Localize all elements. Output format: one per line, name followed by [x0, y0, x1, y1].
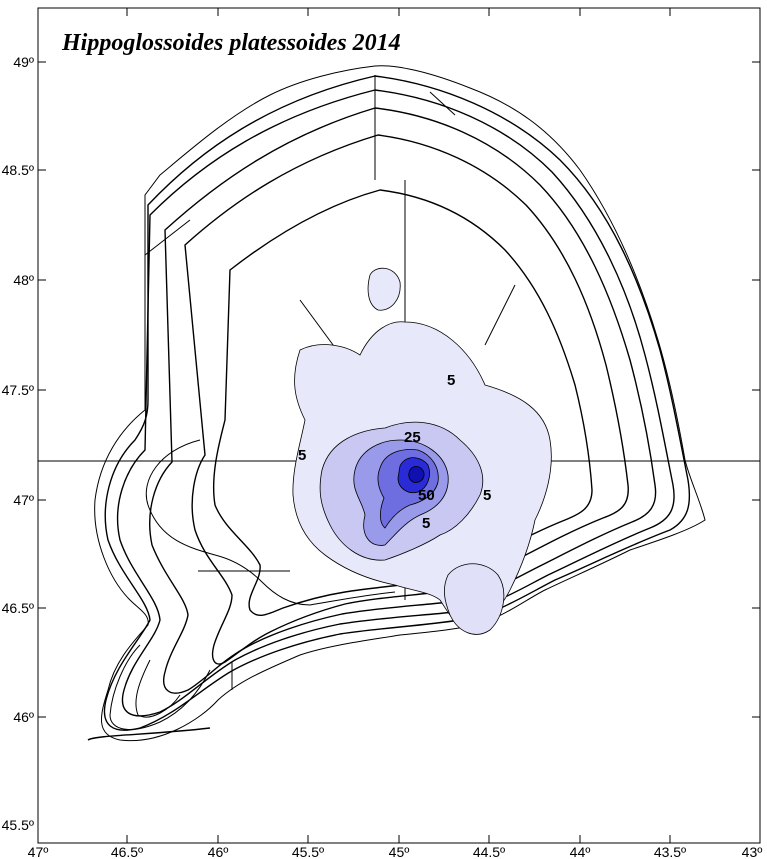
y-tick-label: 48.5º: [2, 162, 34, 178]
contour-label-5-east: 5: [483, 487, 491, 504]
density-shading: [292, 267, 552, 635]
contour-label-5-north: 5: [447, 372, 455, 389]
y-tick-label: 49º: [13, 54, 34, 70]
x-tick-label: 43.5º: [654, 844, 686, 859]
contour-label-50: 50: [418, 487, 435, 504]
x-tick-label: 43º: [742, 844, 763, 859]
isobath-sw-1: [109, 644, 211, 730]
x-tick-label: 45.5º: [292, 844, 324, 859]
x-axis-ticks: [126, 8, 671, 843]
y-tick-label: 47.5º: [2, 382, 34, 398]
y-tick-label: 47º: [13, 492, 34, 508]
y-tick-label: 48º: [13, 272, 34, 288]
contour-labels: 5 5 25 50 5 5: [298, 372, 491, 532]
x-tick-label: 46º: [208, 844, 229, 859]
isobath-4: [149, 107, 657, 694]
isobath-sw-3: [87, 727, 211, 741]
contour-label-5-west: 5: [298, 447, 306, 464]
isobath-7: [145, 439, 396, 606]
x-tick-label: 44.5º: [473, 844, 505, 859]
density-core: [408, 466, 425, 483]
density-level-1-b: [367, 267, 401, 311]
y-axis-labels: 49º 48.5º 48º 47.5º 47º 46.5º 46º 45.5º: [2, 54, 34, 833]
y-tick-label: 45.5º: [2, 817, 34, 833]
y-tick-label: 46º: [13, 709, 34, 725]
isobath-sw-2: [135, 659, 181, 718]
x-axis-labels: 47º 46.5º 46º 45.5º 45º 44.5º 44º 43.5º …: [28, 844, 763, 859]
x-tick-label: 46.5º: [111, 844, 143, 859]
y-tick-label: 46.5º: [2, 600, 34, 616]
contour-label-5-south: 5: [422, 515, 430, 532]
x-tick-label: 45º: [389, 844, 410, 859]
map-title: Hippoglossoides platessoides 2014: [61, 30, 401, 56]
y-axis-ticks: [38, 61, 760, 718]
contour-label-25: 25: [404, 429, 421, 446]
bank-outline: [94, 65, 706, 742]
x-tick-label: 47º: [28, 844, 49, 859]
isobath-3: [116, 89, 675, 717]
density-level-1-se: [444, 563, 505, 635]
x-tick-label: 44º: [570, 844, 591, 859]
